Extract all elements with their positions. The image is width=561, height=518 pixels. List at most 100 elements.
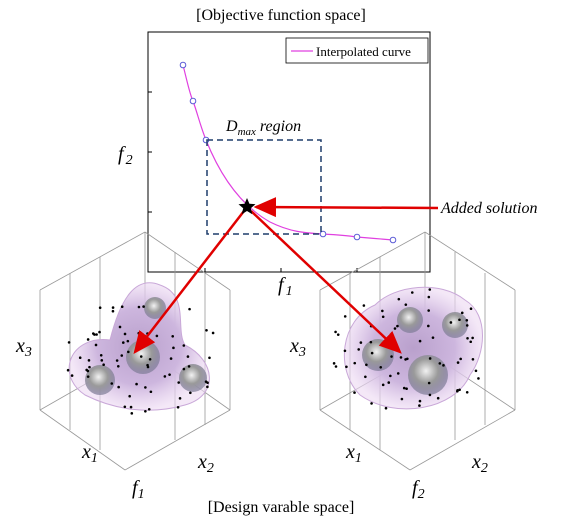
- sample-dot: [178, 397, 182, 400]
- sample-dot: [458, 388, 461, 392]
- sample-dot: [147, 407, 151, 411]
- sample-dot: [102, 363, 105, 366]
- sample-dot: [205, 329, 208, 332]
- sample-dot: [98, 330, 101, 334]
- sample-dot: [387, 381, 391, 384]
- left-x1-base: x: [81, 441, 91, 463]
- sample-dot: [70, 374, 74, 377]
- bottom-title: [Design varable space]: [208, 499, 355, 516]
- right-x1-base: x: [345, 441, 355, 463]
- sample-dot: [458, 318, 461, 322]
- sample-dot: [396, 372, 400, 375]
- sample-dot: [123, 405, 127, 409]
- sample-dot: [86, 338, 90, 341]
- left-samples: [66, 305, 215, 415]
- left-x3-sub: 3: [24, 345, 32, 360]
- region-base: D: [225, 118, 238, 135]
- left-x1-sub: 1: [91, 451, 98, 466]
- sample-dot: [410, 291, 414, 294]
- sample-dot: [364, 375, 367, 379]
- sample-dot: [118, 325, 122, 329]
- sample-dot: [169, 357, 173, 360]
- annotation: Added solution: [440, 200, 537, 217]
- sample-dot: [128, 394, 131, 398]
- sample-dot: [186, 355, 190, 358]
- sample-dot: [456, 361, 460, 364]
- sample-dot: [449, 321, 453, 324]
- sample-dot: [381, 383, 385, 387]
- sample-dot: [474, 369, 478, 373]
- sample-dot: [91, 332, 95, 335]
- sample-dot: [130, 412, 134, 415]
- sample-dot: [123, 332, 127, 336]
- right-x3-base: x: [289, 335, 299, 357]
- sample-dot: [427, 381, 431, 385]
- sample-dot: [359, 341, 363, 344]
- sample-dot: [428, 288, 432, 291]
- sample-dot: [389, 374, 392, 378]
- sample-dot: [121, 341, 125, 344]
- sample-dot: [469, 340, 473, 344]
- sample-dot: [182, 344, 186, 347]
- sample-dot: [469, 307, 473, 311]
- sample-dot: [188, 307, 191, 311]
- sample-dot: [144, 386, 147, 389]
- sample-dot: [120, 354, 124, 357]
- region-sub: max: [238, 126, 256, 138]
- sample-dot: [418, 404, 421, 407]
- right-x3-sub: 3: [298, 345, 306, 360]
- sample-dot: [135, 382, 138, 386]
- sample-dot: [111, 306, 115, 309]
- sample-dot: [142, 305, 145, 308]
- sample-dot: [370, 402, 373, 405]
- sample-dot: [365, 363, 368, 367]
- region-rest: region: [260, 118, 301, 135]
- left-f: f1: [132, 477, 145, 502]
- sample-dot: [345, 365, 348, 369]
- sample-dot: [465, 324, 469, 327]
- sample-dot: [127, 350, 130, 354]
- left-x2-base: x: [197, 451, 207, 473]
- sample-dot: [471, 336, 474, 340]
- sample-dot: [206, 385, 209, 389]
- plot-frame: [147, 31, 431, 273]
- sample-dot: [334, 330, 337, 334]
- right-x2-sub: 2: [481, 461, 488, 476]
- right-x2-base: x: [471, 451, 481, 473]
- f2-sub: 2: [126, 153, 133, 168]
- sample-dot: [177, 381, 180, 384]
- sample-dot: [87, 359, 91, 362]
- sample-dot: [466, 336, 469, 340]
- sample-dot: [381, 309, 384, 313]
- left-f-base: f: [132, 477, 140, 499]
- sample-dot: [163, 375, 167, 378]
- f1-base: f: [278, 274, 286, 296]
- sample-dot: [384, 406, 388, 410]
- sample-dot: [206, 381, 209, 385]
- sample-dot: [137, 331, 141, 335]
- region-label: Dmax region: [225, 118, 301, 138]
- sample-dot: [418, 339, 422, 343]
- sample-dot: [176, 405, 180, 409]
- sample-dot: [362, 304, 366, 307]
- f2-base: f: [118, 143, 126, 165]
- sample-dot: [172, 346, 175, 350]
- sample-dot: [436, 396, 440, 400]
- sample-dot: [117, 385, 120, 389]
- sample-dot: [187, 365, 191, 368]
- right-f-sub: 2: [418, 487, 425, 502]
- sample-dot: [418, 399, 422, 403]
- sample-dot: [427, 324, 430, 328]
- sample-dot: [99, 353, 103, 357]
- right-x2: x2: [471, 451, 488, 476]
- sample-dot: [115, 359, 119, 362]
- sample-dot: [399, 356, 403, 359]
- sample-dot: [155, 334, 159, 338]
- sample-dot: [369, 340, 373, 344]
- sample-dot: [405, 387, 408, 391]
- sample-dot: [88, 365, 91, 369]
- sample-dot: [182, 367, 186, 371]
